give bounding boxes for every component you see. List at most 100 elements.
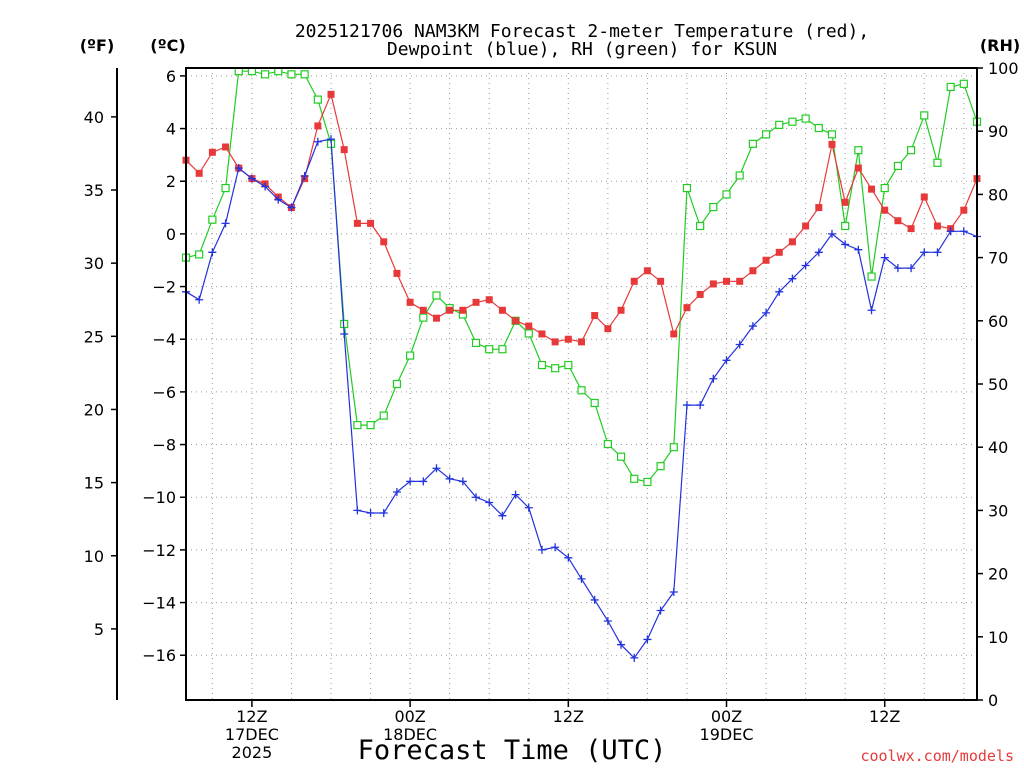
dewpoint-point — [933, 248, 942, 257]
dewpoint-point — [340, 329, 349, 338]
dewpoint-point — [195, 295, 204, 304]
temperature-point — [525, 322, 533, 330]
f-tick-label: 35 — [84, 181, 104, 200]
rh-point — [761, 130, 771, 139]
dewpoint-point — [419, 477, 428, 486]
rh-tick-label: 80 — [988, 185, 1008, 204]
rh-point — [195, 250, 204, 259]
temperature-point — [762, 256, 770, 264]
dewpoint-point — [300, 171, 309, 180]
dewpoint-point — [762, 308, 771, 317]
rh-point — [406, 351, 415, 360]
dewpoint-point — [313, 137, 322, 146]
c-tick-label: 4 — [166, 120, 176, 139]
rh-tick-label: 20 — [988, 565, 1008, 584]
rh-unit-label: (RH) — [980, 36, 1020, 55]
dewpoint-point — [485, 498, 494, 507]
credit-label: coolwx.com/models — [860, 747, 1014, 765]
dewpoint-point — [946, 227, 955, 236]
rh-point — [353, 420, 362, 430]
rh-point — [669, 443, 678, 452]
rh-point — [775, 120, 784, 129]
temperature-point — [736, 277, 744, 285]
rh-point — [300, 70, 309, 79]
rh-point — [920, 111, 929, 120]
temperature-point — [604, 325, 612, 333]
rh-point — [814, 123, 823, 133]
rh-point — [577, 386, 586, 395]
dewpoint-point — [564, 553, 573, 562]
f-tick-label: 15 — [84, 474, 104, 493]
rh-point — [616, 452, 626, 461]
rh-point — [841, 221, 850, 231]
x-tick-year-label: 2025 — [232, 743, 273, 762]
dewpoint-point — [551, 543, 560, 552]
dewpoint-point — [287, 203, 296, 212]
temperature-line — [185, 92, 978, 343]
c-tick-label: −4 — [152, 330, 176, 349]
dewpoint-point — [814, 248, 823, 257]
temperature-point — [696, 290, 704, 298]
rh-point — [485, 345, 494, 354]
rh-tick-label: 0 — [988, 691, 998, 710]
dewpoint-point — [524, 503, 533, 512]
temperature-point — [841, 198, 849, 206]
temperature-point — [868, 185, 876, 193]
temperature-point — [670, 330, 678, 338]
temperature-point — [327, 90, 335, 98]
x-tick-label: 00Z — [394, 707, 425, 726]
rh-point — [735, 171, 744, 180]
temperature-point — [709, 280, 717, 288]
temperature-point — [498, 306, 506, 314]
dewpoint-point — [801, 261, 810, 270]
chart-title-line2: Dewpoint (blue), RH (green) for KSUN — [387, 39, 777, 60]
series-layer — [181, 67, 982, 662]
dewpoint-point — [247, 174, 256, 183]
rh-point — [590, 398, 599, 408]
rh-point — [630, 474, 639, 483]
rh-point — [946, 82, 955, 92]
temperature-point — [578, 338, 585, 346]
rh-point — [261, 70, 270, 79]
dewpoint-point — [775, 287, 784, 296]
dewpoint-point — [445, 474, 454, 483]
temperature-point — [749, 267, 757, 275]
dewpoint-point — [577, 574, 586, 583]
temperature-point — [815, 204, 823, 212]
f-tick-label: 10 — [84, 547, 104, 566]
rh-point — [906, 146, 916, 155]
x-tick-date-label: 18DEC — [383, 725, 437, 744]
rh-point — [208, 215, 217, 224]
dewpoint-point — [893, 264, 902, 273]
dewpoint-point — [366, 509, 375, 518]
rh-point — [801, 114, 810, 123]
dewpoint-point — [959, 227, 968, 236]
rh-point — [287, 70, 296, 79]
rh-line — [185, 70, 978, 483]
plot-frame — [185, 67, 978, 701]
rh-point — [537, 360, 547, 370]
temperature-point — [406, 298, 414, 306]
rh-point — [498, 345, 507, 354]
temperature-point — [222, 143, 230, 151]
rh-point — [867, 272, 876, 281]
dewpoint-point — [880, 253, 889, 262]
dewpoint-point — [208, 248, 217, 257]
dewpoint-point — [472, 493, 481, 502]
temperature-point — [314, 122, 322, 130]
dewpoint-point — [643, 635, 652, 644]
celsius-unit-label: (ºC) — [150, 36, 185, 55]
dewpoint-point — [603, 617, 612, 625]
dewpoint-point — [458, 477, 467, 486]
rh-point — [880, 183, 889, 193]
fahrenheit-unit-label: (ºF) — [80, 36, 115, 55]
rh-point — [827, 130, 837, 139]
temperature-point — [195, 169, 203, 177]
c-tick-label: −12 — [142, 541, 176, 560]
f-tick-label: 30 — [84, 254, 104, 273]
chart-title-line1: 2025121706 NAM3KM Forecast 2-meter Tempe… — [295, 21, 869, 42]
rh-point — [959, 79, 968, 88]
dewpoint-point — [498, 511, 507, 520]
dewpoint-point — [327, 135, 336, 144]
